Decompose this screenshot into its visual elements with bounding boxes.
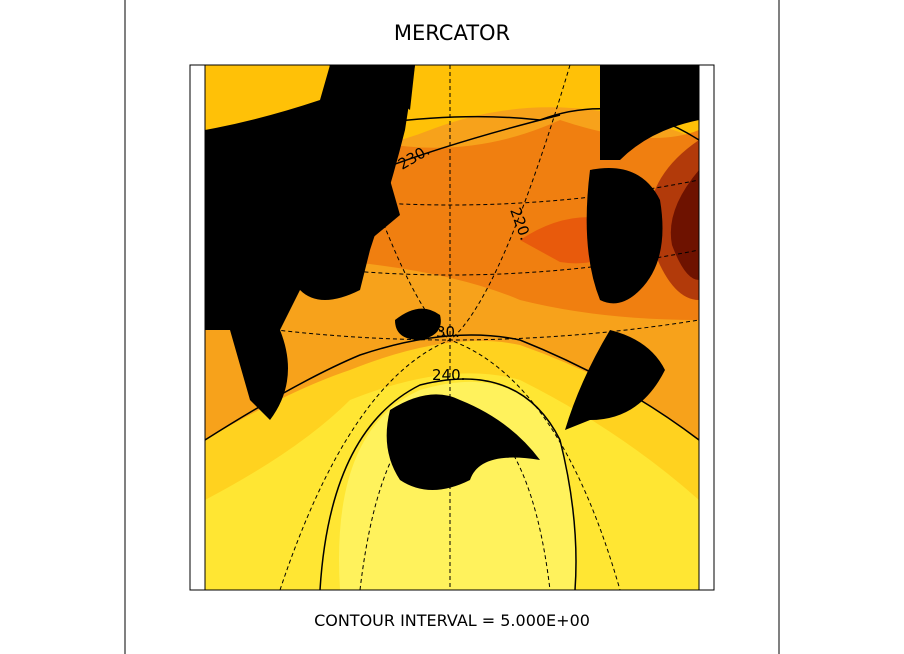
land [205, 65, 699, 490]
contours [205, 108, 699, 590]
graticule [205, 65, 699, 590]
footer: CONTOUR INTERVAL = 5.000E+00 [314, 611, 590, 630]
title: MERCATOR [394, 21, 510, 45]
map [205, 65, 699, 590]
contour-label: 240. [432, 366, 465, 384]
map-border [189, 64, 715, 591]
contour-label: 30. [436, 323, 460, 341]
contour-label: 22 [212, 148, 231, 166]
